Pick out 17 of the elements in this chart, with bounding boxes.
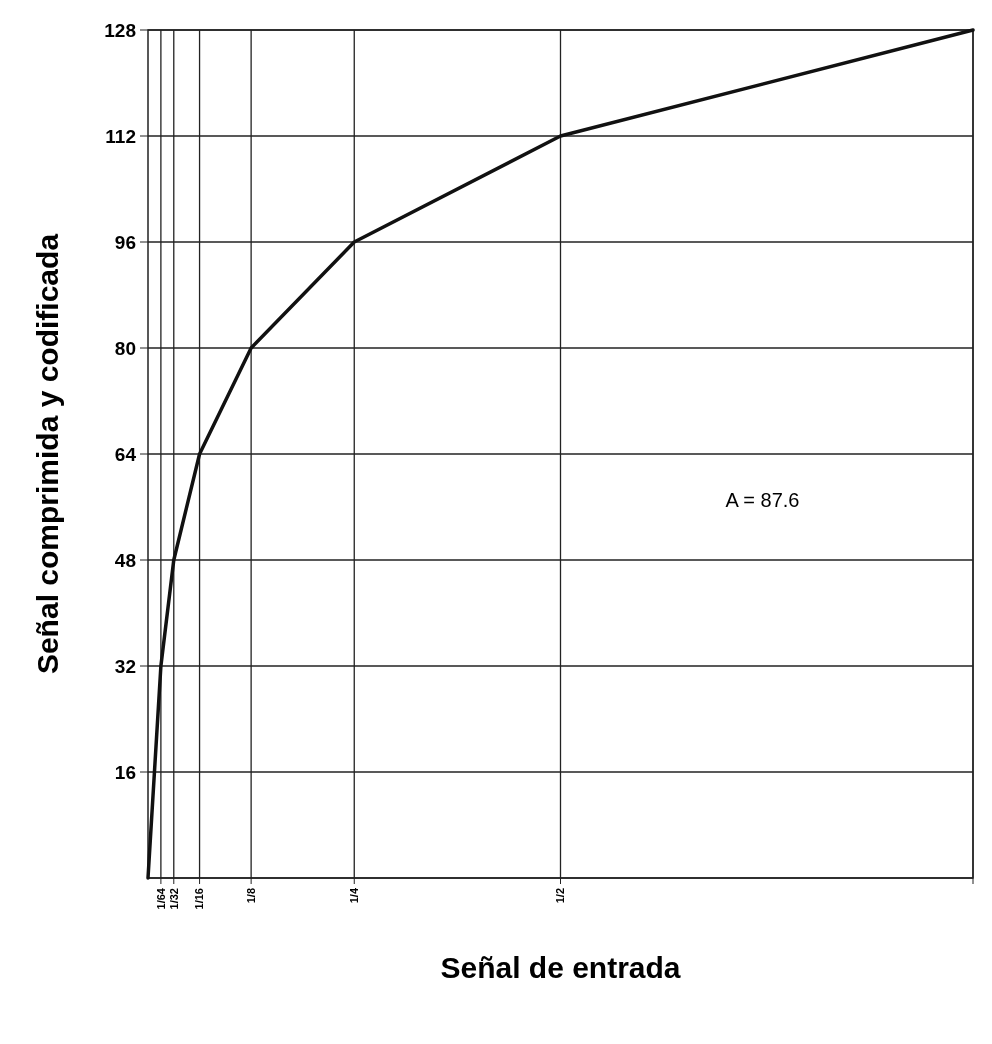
y-axis-title: Señal comprimida y codificada: [31, 233, 64, 675]
x-axis-title: Señal de entrada: [440, 951, 681, 984]
y-tick-label: 96: [114, 231, 136, 253]
y-tick-label: 64: [114, 443, 137, 465]
x-tick-label: 1/16: [193, 888, 206, 910]
x-tick-label: 1/4: [348, 887, 361, 904]
y-tick-label: 32: [114, 655, 136, 677]
y-tick-label: 16: [114, 761, 136, 783]
annotation: A = 87.6: [725, 489, 800, 511]
x-tick-label: 1/32: [167, 888, 180, 910]
x-tick-label: 1/2: [554, 888, 567, 904]
y-tick-label: 128: [104, 19, 136, 41]
x-tick-label: 1/8: [244, 888, 257, 904]
y-tick-label: 112: [105, 125, 136, 147]
y-tick-label: 80: [114, 337, 136, 359]
x-tick-label: 1/64: [154, 887, 167, 910]
y-tick-label: 48: [114, 549, 136, 571]
